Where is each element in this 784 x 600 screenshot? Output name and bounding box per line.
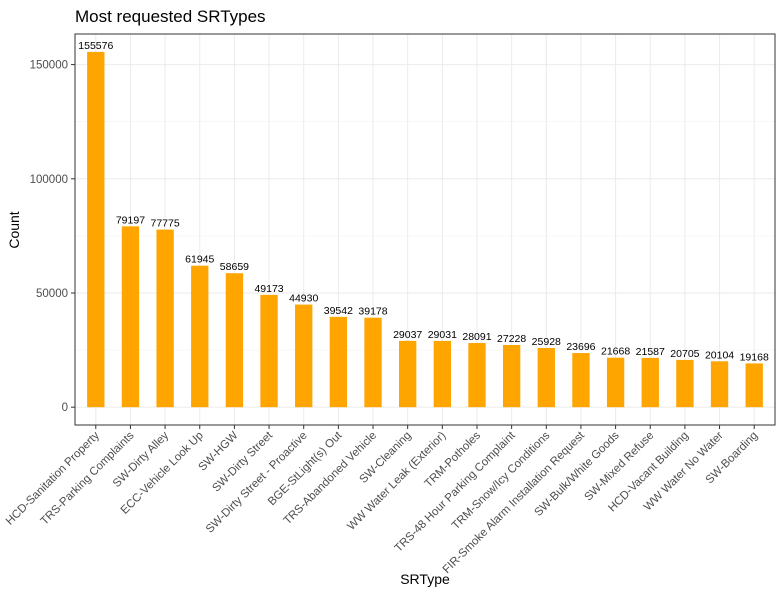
bar xyxy=(537,347,555,408)
bar xyxy=(399,340,417,408)
bar xyxy=(433,340,451,408)
bar xyxy=(260,294,278,408)
y-tick-label: 0 xyxy=(62,402,68,414)
data-label: 20104 xyxy=(705,349,734,361)
grid xyxy=(75,34,775,425)
bar xyxy=(676,359,694,408)
data-label: 20705 xyxy=(670,348,699,360)
bar xyxy=(156,229,174,408)
bar xyxy=(121,226,140,408)
y-tick-label: 100000 xyxy=(30,174,68,186)
bar xyxy=(468,343,486,408)
data-label: 28091 xyxy=(462,331,491,343)
y-tick-label: 50000 xyxy=(36,288,68,300)
data-label: 21668 xyxy=(601,346,630,358)
bar xyxy=(329,316,348,408)
chart-title: Most requested SRTypes xyxy=(75,7,266,26)
data-label: 23696 xyxy=(566,341,595,353)
x-axis-title: SRType xyxy=(400,571,450,587)
bar xyxy=(606,357,625,408)
bar xyxy=(295,304,313,408)
bar xyxy=(641,357,659,408)
bar xyxy=(225,273,244,408)
data-label: 19168 xyxy=(740,351,769,363)
plot-panel-border xyxy=(74,33,776,426)
bars xyxy=(87,51,763,408)
bar xyxy=(502,345,521,408)
data-label: 29031 xyxy=(428,329,457,341)
data-label: 58659 xyxy=(220,261,249,273)
bar xyxy=(191,265,209,408)
data-label: 29037 xyxy=(393,329,422,341)
data-labels: 155576 79197 77775 61945 58659 49173 44930 3954… xyxy=(78,40,769,364)
data-label: 155576 xyxy=(78,40,113,52)
bar xyxy=(572,353,590,408)
data-label: 39178 xyxy=(358,306,387,318)
y-axis-title: Count xyxy=(6,211,22,248)
data-label: 27228 xyxy=(497,333,526,345)
data-label: 44930 xyxy=(289,293,318,305)
data-label: 61945 xyxy=(185,254,214,266)
y-tick-label: 150000 xyxy=(30,60,68,72)
data-label: 49173 xyxy=(254,283,283,295)
data-label: 79197 xyxy=(116,214,145,226)
y-axis: 0 50000 100000 150000 xyxy=(30,60,75,414)
data-label: 21587 xyxy=(636,346,665,358)
bar xyxy=(710,361,729,408)
data-label: 39542 xyxy=(324,305,353,317)
data-label: 77775 xyxy=(150,218,179,230)
x-tick-label: SW-Dirty Street xyxy=(210,429,275,494)
bar xyxy=(87,51,105,408)
bar xyxy=(745,363,763,408)
bar xyxy=(364,317,382,408)
data-label: 25928 xyxy=(532,336,561,348)
